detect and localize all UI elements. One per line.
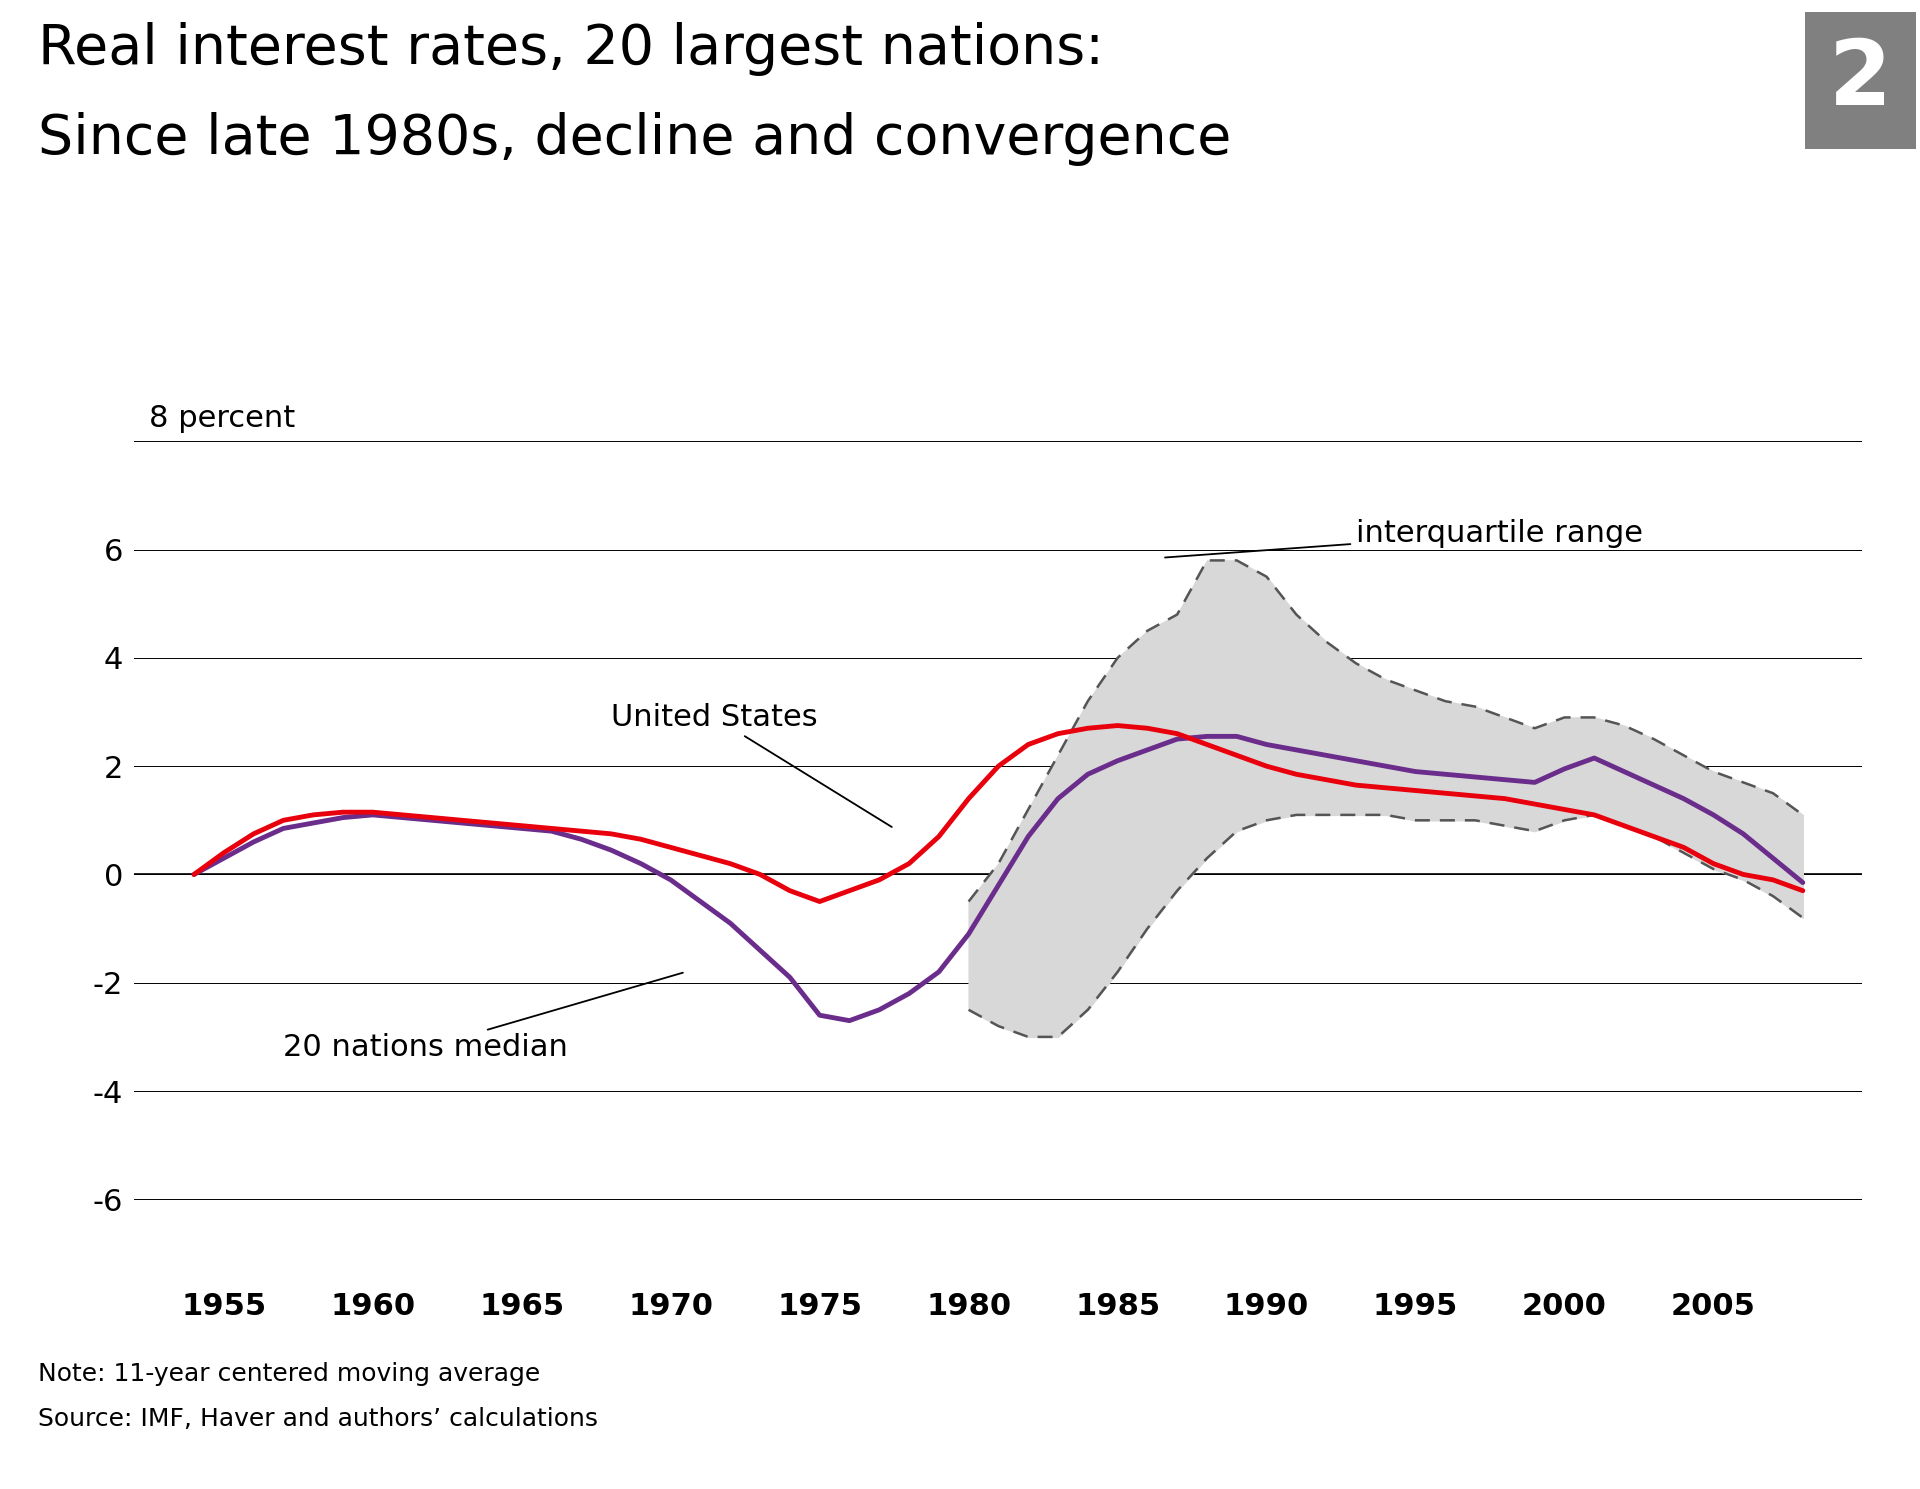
Text: United States: United States	[611, 703, 891, 826]
Text: Source: IMF, Haver and authors’ calculations: Source: IMF, Haver and authors’ calculat…	[38, 1407, 599, 1431]
Text: 20 nations median: 20 nations median	[284, 972, 684, 1062]
Text: 8 percent: 8 percent	[150, 404, 296, 433]
Text: interquartile range: interquartile range	[1165, 518, 1644, 557]
Text: Real interest rates, 20 largest nations:: Real interest rates, 20 largest nations:	[38, 22, 1104, 76]
Text: 2: 2	[1830, 36, 1891, 125]
Text: Since late 1980s, decline and convergence: Since late 1980s, decline and convergenc…	[38, 112, 1233, 165]
Text: Note: 11-year centered moving average: Note: 11-year centered moving average	[38, 1362, 541, 1386]
